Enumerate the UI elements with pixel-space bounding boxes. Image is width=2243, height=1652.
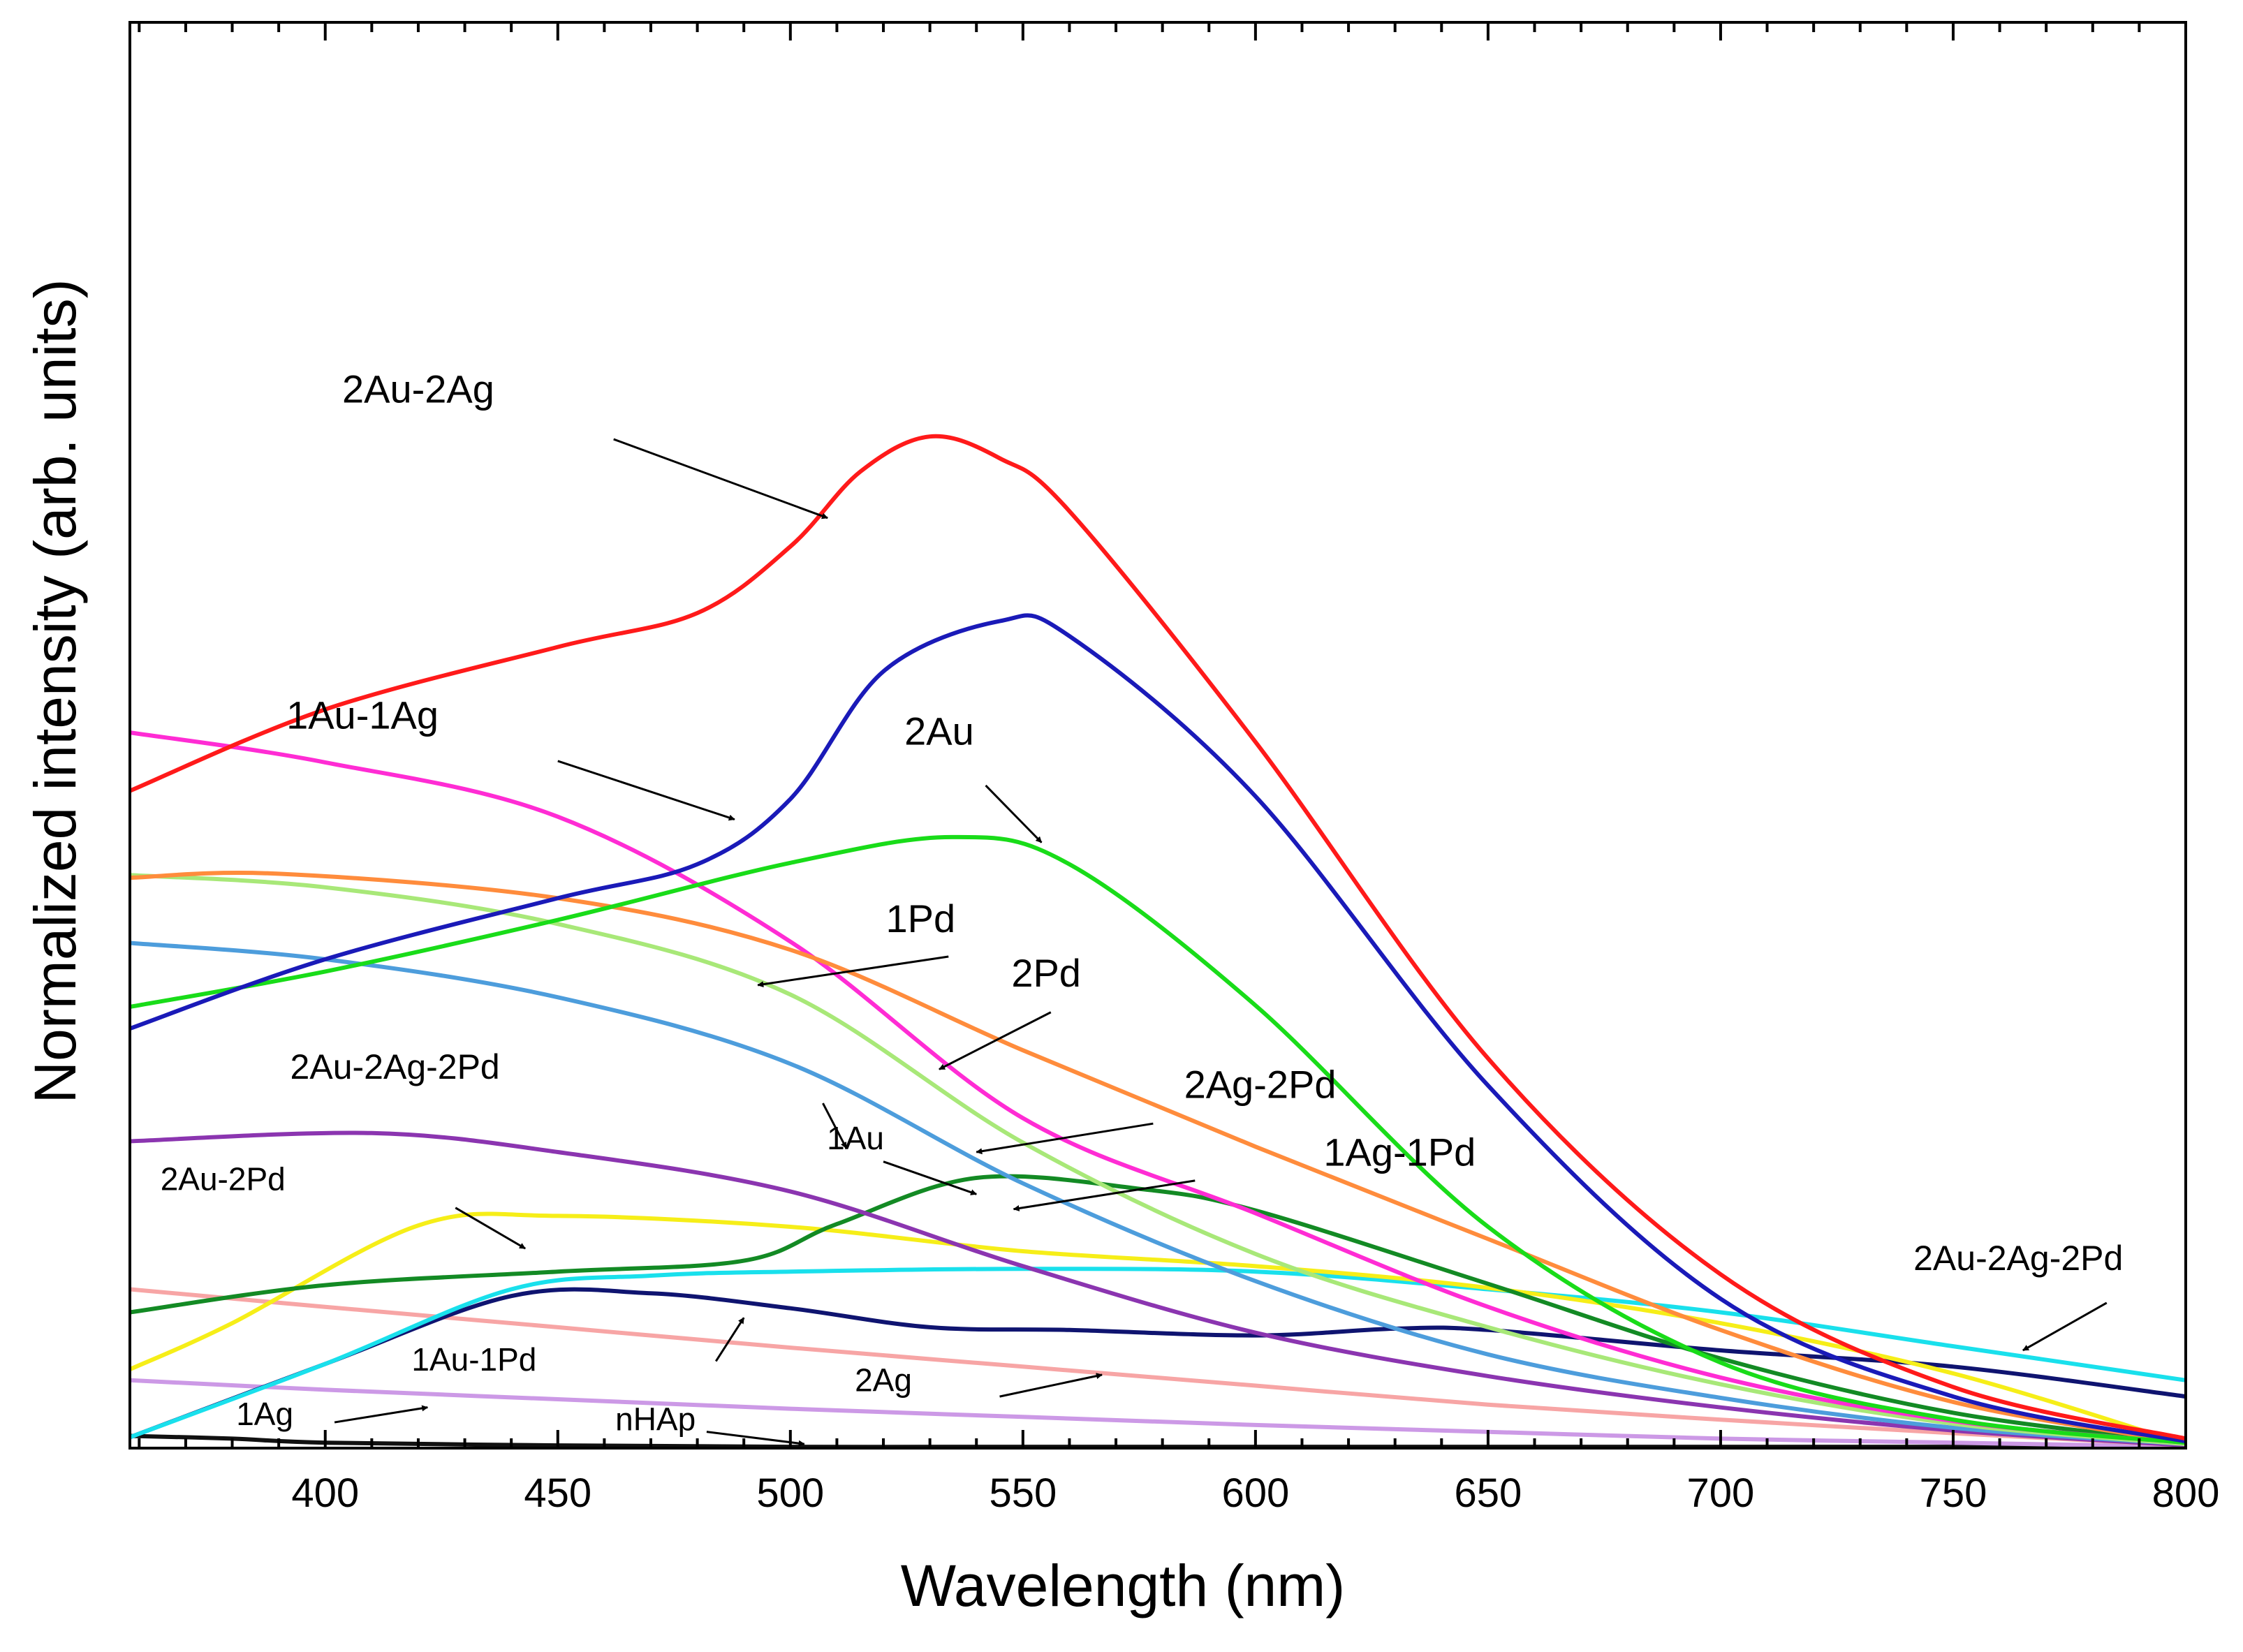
annotation-layer: 2Au-2Ag 1Au-1Ag 2Au 1Pd 2Pd 2Au-2Ag-2Pd 2Ag-2P… [161, 367, 2123, 1447]
annotation-arrow-nhap [706, 1431, 805, 1447]
x-tick-label: 450 [524, 1470, 591, 1516]
annotation-arrow-1ag [334, 1405, 429, 1424]
x-tick-label: 600 [1221, 1470, 1289, 1516]
series-line-2au-2ag-2pd-cyan [128, 1267, 2186, 1440]
x-tick-label: 800 [2152, 1470, 2220, 1516]
series-layer [128, 434, 2186, 1450]
annotation-arrow-2au-2ag [613, 438, 828, 519]
series-line-2au-2ag-2pd [129, 1130, 2186, 1448]
annotation-arrow-1au [883, 1160, 978, 1195]
x-tick-label: 500 [756, 1470, 824, 1516]
annotation-arrow-2ag [999, 1373, 1103, 1398]
annotation-label-2au-2pd: 2Au-2Pd [161, 1160, 286, 1197]
series-line-2au-2pd [128, 1211, 2186, 1447]
series-line-1au-1pd [128, 1287, 2186, 1440]
x-tick-label: 650 [1455, 1470, 1522, 1516]
annotation-label-2au: 2Au [904, 709, 974, 753]
annotation-arrow-1au-1pd [714, 1317, 745, 1362]
series-line-1ag [129, 1378, 2186, 1450]
annotation-label-1au-1ag: 1Au-1Ag [286, 693, 439, 737]
annotation-arrow-2au [985, 784, 1043, 843]
x-axis-title: Wavelength (nm) [901, 1553, 1345, 1618]
series-line-1pd [129, 871, 2186, 1445]
plot-frame [128, 21, 2187, 1450]
annotation-label-2au-2ag-2pd: 2Au-2Ag-2Pd [1913, 1239, 2123, 1278]
annotation-label-1pd: 1Pd [885, 897, 955, 941]
annotation-arrow-2au-2pd [455, 1207, 526, 1250]
annotation-label-1ag: 1Ag [236, 1396, 293, 1432]
series-line-2pd [129, 730, 2186, 1445]
annotation-label-1ag-1pd: 1Ag-1Pd [1323, 1130, 1476, 1174]
x-tick-label: 750 [1920, 1470, 1987, 1516]
series-line-2au-2ag [128, 434, 2186, 1441]
tick-layer: 400 450 500 550 600 650 700 750 800 [138, 22, 2220, 1516]
annotation-arrow-2au-2ag-2pd [2022, 1301, 2108, 1352]
series-line-1ag-1pd [129, 941, 2186, 1447]
annotation-arrow-2ag-2pd [976, 1122, 1154, 1155]
annotation-arrow-2au-2ag-2pd [822, 1102, 848, 1149]
annotation-label-2au-2ag-2pd: 2Au-2Ag-2Pd [291, 1047, 500, 1086]
series-line-1au [129, 1174, 2186, 1445]
annotation-label-1au-1pd: 1Au-1Pd [411, 1341, 536, 1378]
annotation-arrow-1au-1ag [557, 760, 735, 821]
annotation-label-1au: 1Au [827, 1120, 884, 1156]
x-tick-label: 400 [291, 1470, 359, 1516]
annotation-arrow-1ag-1pd [1013, 1179, 1196, 1211]
x-tick-label: 550 [989, 1470, 1057, 1516]
annotation-label-2ag-2pd: 2Ag-2Pd [1184, 1062, 1337, 1106]
annotation-arrow-1pd [757, 955, 949, 988]
annotation-label-2au-2ag: 2Au-2Ag [342, 367, 494, 411]
annotation-label-2ag: 2Ag [855, 1362, 912, 1398]
series-line-2ag-2pd [129, 873, 2186, 1447]
y-axis-title: Normalized intensity (arb. units) [22, 279, 88, 1103]
annotation-label-2pd: 2Pd [1011, 951, 1081, 995]
annotation-label-nhap: nHAp [615, 1401, 696, 1438]
series-line-1au-1ag [128, 613, 2186, 1444]
series-line-2ag [129, 1287, 2186, 1448]
series-line-2au [129, 834, 2186, 1445]
x-tick-label: 700 [1687, 1470, 1755, 1516]
annotation-arrow-2pd [939, 1011, 1052, 1070]
